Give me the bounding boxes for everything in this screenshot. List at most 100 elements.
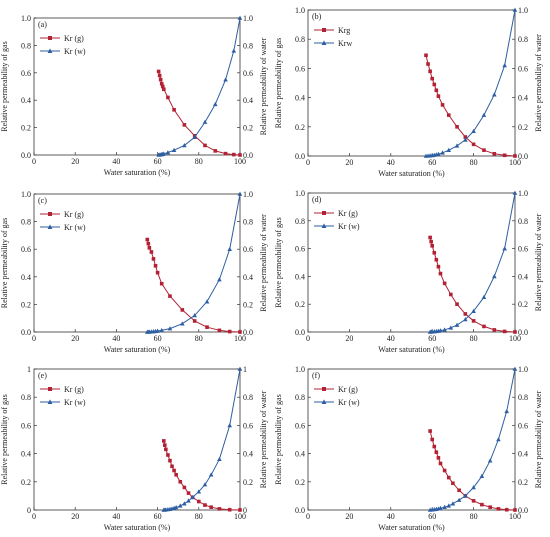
data-point-triangle <box>454 322 460 327</box>
legend-label: Kr (g) <box>64 34 84 43</box>
data-point-triangle <box>471 485 476 490</box>
y-tick-label-right: 1.0 <box>243 14 253 23</box>
data-point-triangle <box>492 92 497 97</box>
y-axis-label-left: Relative permeability of gas <box>274 217 283 307</box>
data-point-square <box>217 328 222 333</box>
data-point-square <box>471 142 476 147</box>
y-tick-label-left: 0.4 <box>295 450 305 459</box>
x-axis-label: Water saturation (%) <box>378 169 445 178</box>
x-tick-label: 80 <box>195 157 203 166</box>
data-point-triangle <box>192 134 197 139</box>
data-point-square <box>223 151 228 156</box>
data-point-square <box>166 453 170 457</box>
data-point-square <box>463 312 468 316</box>
data-point-square <box>159 281 164 286</box>
y-tick-label-left: 0.0 <box>295 506 305 515</box>
data-point-triangle <box>177 503 183 508</box>
legend-marker-square <box>48 212 52 216</box>
plot-frame <box>307 9 516 157</box>
plot-frame <box>33 368 241 511</box>
data-point-square <box>442 468 447 473</box>
y-tick-label-right: 0.8 <box>243 218 253 227</box>
data-point-square <box>232 152 236 157</box>
y-tick-label-left: 0.0 <box>295 328 305 337</box>
plot-frame <box>307 192 516 333</box>
data-point-triangle <box>512 366 518 371</box>
y-tick-label-left: 0.2 <box>295 123 305 132</box>
y-tick-label-left: 0.4 <box>21 273 31 282</box>
data-point-square <box>174 472 178 477</box>
y-tick-label-left: 1 <box>27 365 31 374</box>
x-tick-label: 20 <box>345 158 353 167</box>
y-tick-label-left: 0.4 <box>21 96 31 105</box>
panel-label: (b) <box>312 12 322 21</box>
y-tick-label-left: 0.4 <box>295 272 305 281</box>
data-point-triangle <box>190 494 195 500</box>
chart-panel: 0 20 40 60 80 1000.00.20.40.60.81.00.00.20.40… <box>274 189 543 354</box>
data-point-triangle <box>180 321 185 326</box>
y-axis-label-right: Relative permeability of water <box>259 37 268 135</box>
data-point-triangle <box>173 505 179 510</box>
y-tick-label-left: 0.8 <box>21 218 31 227</box>
y-tick-label-right: 0.2 <box>518 300 528 309</box>
data-point-triangle <box>182 501 187 506</box>
data-point-square <box>168 294 172 298</box>
x-tick-label: 60 <box>154 334 162 343</box>
data-point-triangle <box>481 112 487 117</box>
x-tick-label: 20 <box>71 334 79 343</box>
y-tick-label-right: 0.0 <box>518 328 528 337</box>
chart-panel: 0 20 40 60 80 10000.20.40.60.8100.20.40.60.81… <box>0 365 268 532</box>
y-axis-label-right: Relative permeability of water <box>534 213 543 311</box>
data-point-square <box>147 246 152 250</box>
series-line <box>429 237 516 333</box>
x-tick-label: 0 <box>306 334 310 343</box>
data-point-square <box>166 95 170 100</box>
data-point-square <box>186 491 191 495</box>
y-tick-label-right: 0.4 <box>243 273 253 282</box>
y-tick-label-right: 0.6 <box>518 245 528 254</box>
y-tick-label-right: 0.2 <box>243 300 253 309</box>
x-tick-label: 40 <box>387 512 395 521</box>
data-point-square <box>209 505 213 509</box>
data-point-triangle <box>463 493 468 498</box>
y-tick-label-left: 0.4 <box>295 94 305 103</box>
data-point-square <box>426 62 430 66</box>
x-tick-label: 20 <box>345 334 353 343</box>
legend-marker-square <box>48 36 52 40</box>
x-tick-label: 100 <box>509 334 521 343</box>
data-point-triangle <box>192 313 197 318</box>
x-axis-label: Water saturation (%) <box>104 168 171 177</box>
legend-marker-triangle <box>321 399 327 404</box>
x-tick-label: 60 <box>428 158 436 167</box>
x-tick-label: 40 <box>387 158 395 167</box>
data-point-square <box>492 152 497 156</box>
data-point-square <box>429 239 433 244</box>
y-tick-label-left: 0.2 <box>295 300 305 309</box>
y-tick-label-left: 0.8 <box>295 393 305 402</box>
data-point-square <box>455 125 459 129</box>
y-axis-label-left: Relative permeability of gas <box>274 38 283 128</box>
x-tick-label: 0 <box>32 157 36 166</box>
x-axis-label: Water saturation (%) <box>378 345 445 354</box>
data-point-triangle <box>481 294 487 300</box>
data-point-triangle <box>237 15 243 20</box>
data-point-triangle <box>487 458 493 463</box>
y-tick-label-right: 1.0 <box>518 365 528 374</box>
data-point-triangle <box>502 246 507 251</box>
y-tick-label-right: 0.0 <box>518 506 528 515</box>
x-tick-label: 100 <box>234 157 246 166</box>
series-line <box>163 368 241 511</box>
data-point-square <box>442 281 447 286</box>
y-tick-label-right: 0.8 <box>243 41 253 50</box>
data-point-square <box>482 148 486 152</box>
data-point-square <box>463 135 468 139</box>
data-point-triangle <box>450 501 456 506</box>
series-line <box>158 71 241 156</box>
data-point-triangle <box>204 299 210 304</box>
data-point-triangle <box>502 63 507 68</box>
legend-label: Krg <box>338 26 350 35</box>
data-point-square <box>471 499 476 503</box>
data-point-triangle <box>471 128 476 133</box>
x-tick-label: 80 <box>470 158 478 167</box>
data-point-triangle <box>446 147 452 152</box>
